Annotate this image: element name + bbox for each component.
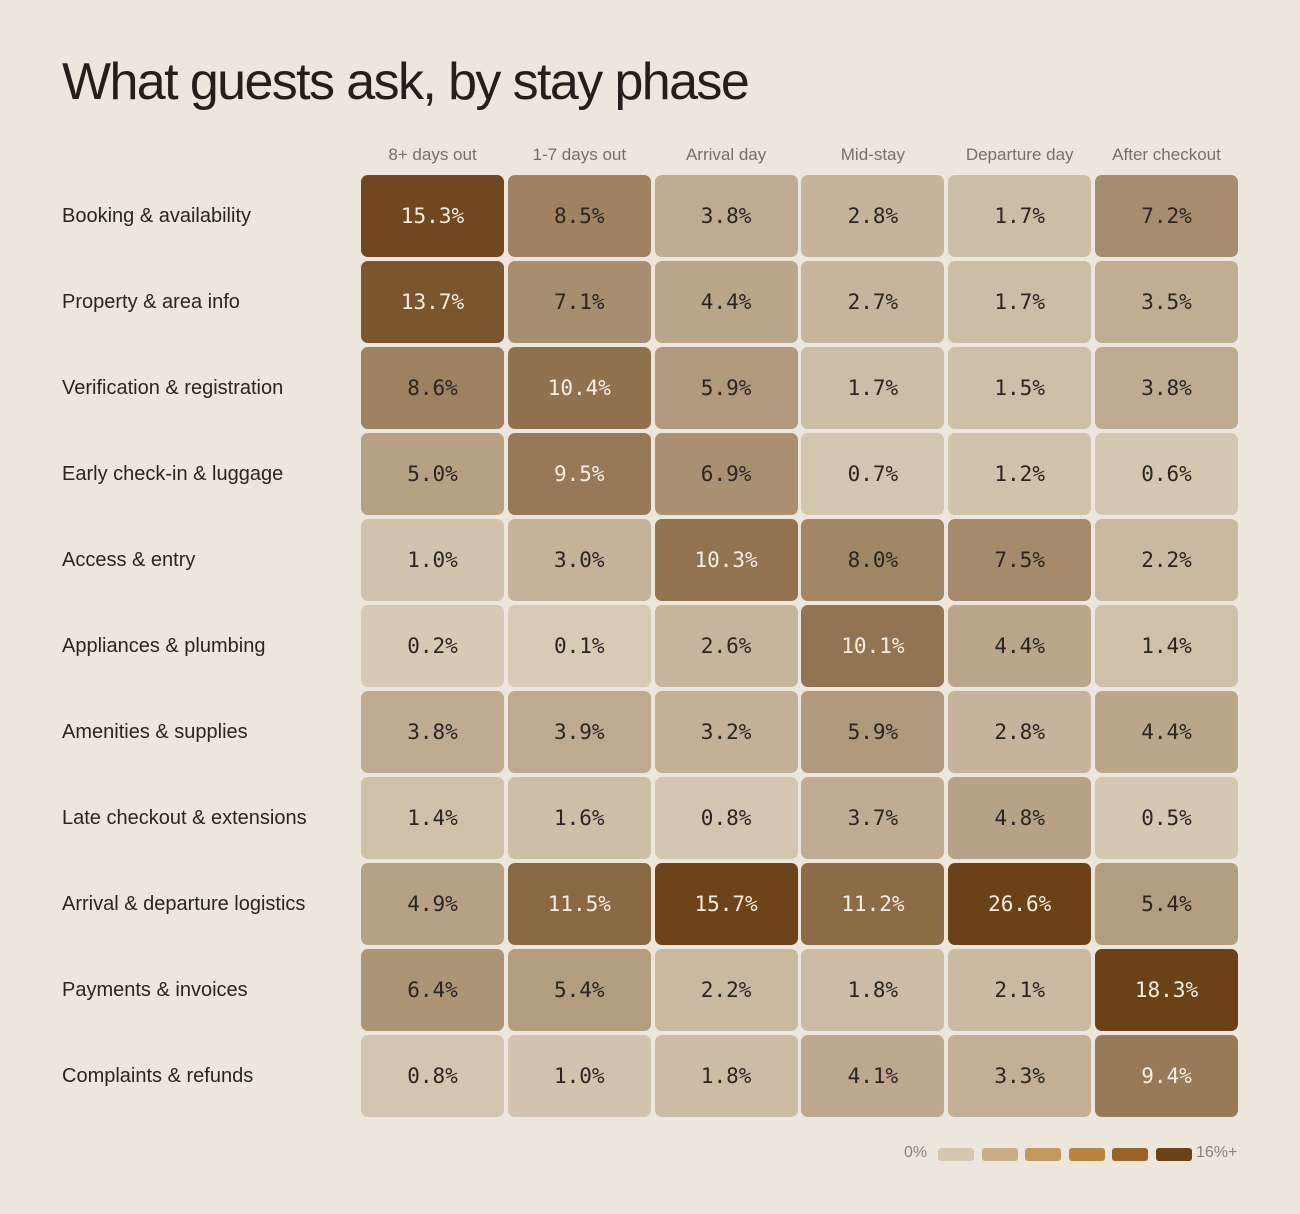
heatmap-cell: 2.1%	[948, 949, 1092, 1031]
heatmap-cell: 11.2%	[801, 863, 945, 945]
heatmap-cell: 15.7%	[654, 863, 798, 945]
row-label: Complaints & refunds	[62, 1065, 254, 1087]
heatmap-cell: 3.2%	[654, 691, 798, 773]
heatmap-cell: 1.8%	[654, 1035, 798, 1117]
heatmap-cell: 0.8%	[361, 1035, 504, 1117]
heatmap-cell: 2.8%	[801, 175, 945, 257]
column-header: Arrival day	[685, 145, 767, 164]
heatmap-cell: 26.6%	[948, 863, 1092, 945]
heatmap-cell: 1.6%	[507, 777, 651, 859]
legend-swatch	[1025, 1148, 1061, 1161]
heatmap-cell: 4.1%	[801, 1035, 945, 1117]
heatmap-cell: 3.8%	[1095, 347, 1238, 429]
heatmap-cell: 6.4%	[361, 949, 504, 1031]
legend-max-label: 16%+	[1196, 1144, 1238, 1161]
heatmap-cell: 8.0%	[801, 519, 945, 601]
row-label: Verification & registration	[62, 377, 284, 399]
heatmap-cell: 7.1%	[507, 261, 651, 343]
heatmap-cell: 1.2%	[948, 433, 1092, 515]
row-label: Late checkout & extensions	[62, 807, 307, 829]
column-header: After checkout	[1112, 145, 1221, 164]
heatmap-cell: 6.9%	[654, 433, 798, 515]
heatmap-cell: 10.1%	[801, 605, 945, 687]
heatmap-cell: 1.0%	[361, 519, 504, 601]
heatmap-cell: 3.8%	[654, 175, 798, 257]
heatmap-cell: 4.9%	[361, 863, 504, 945]
heatmap-cell: 5.9%	[654, 347, 798, 429]
heatmap-cell: 0.2%	[361, 605, 504, 687]
heatmap-cell: 3.5%	[1095, 261, 1238, 343]
row-label: Arrival & departure logistics	[62, 893, 306, 915]
heatmap-cell: 1.7%	[948, 175, 1092, 257]
legend-min-label: 0%	[904, 1144, 928, 1161]
heatmap-cell: 1.5%	[948, 347, 1092, 429]
heatmap-cell: 0.8%	[654, 777, 798, 859]
legend-swatch	[981, 1148, 1018, 1161]
legend-swatch	[1112, 1148, 1148, 1161]
row-label: Amenities & supplies	[62, 721, 248, 743]
heatmap-cell: 5.9%	[801, 691, 945, 773]
heatmap-cell: 11.5%	[507, 863, 651, 945]
heatmap-cell: 8.5%	[507, 175, 651, 257]
column-header: 8+ days out	[388, 145, 477, 164]
heatmap-cell: 10.4%	[507, 347, 651, 429]
heatmap-cell: 9.4%	[1095, 1035, 1238, 1117]
heatmap-cell: 5.4%	[1095, 863, 1238, 945]
heatmap-cell: 0.1%	[507, 605, 651, 687]
column-header: Mid-stay	[840, 145, 905, 164]
row-label: Appliances & plumbing	[62, 635, 266, 657]
heatmap-cell: 13.7%	[361, 261, 504, 343]
heatmap-cell: 5.4%	[507, 949, 651, 1031]
heatmap-cell: 4.4%	[654, 261, 798, 343]
legend-swatch	[1155, 1148, 1192, 1161]
chart-title: What guests ask, by stay phase	[62, 53, 750, 111]
heatmap-cell: 1.7%	[801, 347, 945, 429]
row-label: Early check-in & luggage	[62, 463, 284, 485]
heatmap-cell: 2.2%	[1095, 519, 1238, 601]
heatmap-cell: 0.7%	[801, 433, 945, 515]
heatmap-cell: 2.7%	[801, 261, 945, 343]
heatmap-cell: 3.3%	[948, 1035, 1092, 1117]
heatmap-cell: 9.5%	[507, 433, 651, 515]
column-header: Departure day	[965, 145, 1074, 164]
heatmap-cell: 2.6%	[654, 605, 798, 687]
row-label: Access & entry	[62, 549, 196, 571]
row-label: Property & area info	[62, 291, 240, 313]
heatmap-cell: 18.3%	[1095, 949, 1238, 1031]
heatmap-cell: 3.7%	[801, 777, 945, 859]
heatmap-cell: 0.5%	[1095, 777, 1238, 859]
heatmap-cell: 4.4%	[1095, 691, 1238, 773]
heatmap-cell: 4.4%	[948, 605, 1092, 687]
heatmap-cell: 8.6%	[361, 347, 504, 429]
heatmap-cell: 1.8%	[801, 949, 945, 1031]
heatmap-cell: 2.8%	[948, 691, 1092, 773]
heatmap-cell: 3.9%	[507, 691, 651, 773]
legend-swatch	[938, 1148, 974, 1161]
row-label: Payments & invoices	[62, 979, 248, 1001]
heatmap-cell: 1.4%	[1095, 605, 1238, 687]
heatmap-cell: 1.4%	[361, 777, 504, 859]
heatmap-cell: 2.2%	[654, 949, 798, 1031]
heatmap-cell: 1.0%	[507, 1035, 651, 1117]
heatmap-cell: 7.5%	[948, 519, 1092, 601]
column-header: 1-7 days out	[532, 145, 627, 164]
heatmap-cell: 1.7%	[948, 261, 1092, 343]
heatmap-cell: 4.8%	[948, 777, 1092, 859]
heatmap-cell: 7.2%	[1095, 175, 1238, 257]
heatmap-cell: 3.0%	[507, 519, 651, 601]
heatmap-cell: 10.3%	[654, 519, 798, 601]
row-label: Booking & availability	[62, 205, 251, 227]
heatmap-cell: 5.0%	[361, 433, 504, 515]
heatmap-cell: 0.6%	[1095, 433, 1238, 515]
legend-swatch	[1068, 1148, 1105, 1161]
heatmap-cell: 3.8%	[361, 691, 504, 773]
heatmap-cell: 15.3%	[361, 175, 504, 257]
